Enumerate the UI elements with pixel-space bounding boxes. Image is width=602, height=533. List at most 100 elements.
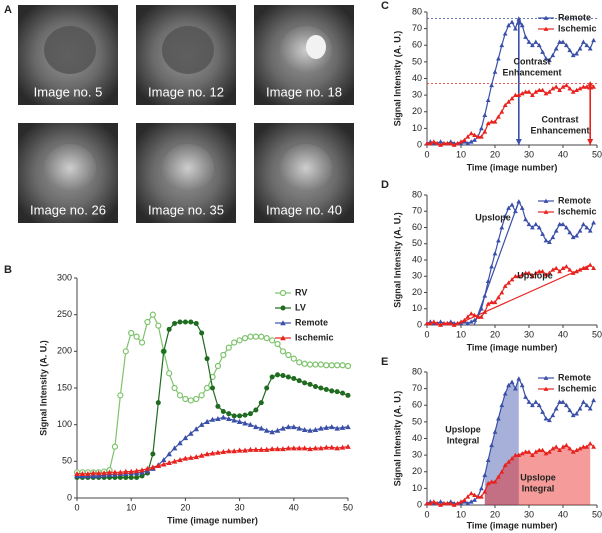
marker bbox=[574, 51, 579, 56]
marker bbox=[472, 497, 477, 502]
marker bbox=[171, 445, 178, 451]
marker bbox=[187, 397, 194, 404]
marker bbox=[231, 448, 237, 454]
marker bbox=[530, 273, 535, 279]
marker bbox=[519, 205, 525, 210]
marker bbox=[334, 425, 340, 431]
marker bbox=[312, 384, 319, 390]
marker bbox=[509, 96, 515, 101]
marker bbox=[540, 231, 545, 236]
marker bbox=[581, 265, 586, 271]
panel-label: A bbox=[4, 4, 12, 16]
marker bbox=[448, 140, 454, 146]
marker bbox=[519, 22, 525, 28]
marker bbox=[468, 139, 474, 144]
marker bbox=[215, 449, 221, 455]
marker bbox=[540, 409, 545, 414]
marker bbox=[550, 267, 556, 272]
marker bbox=[445, 320, 450, 326]
marker bbox=[306, 361, 314, 368]
marker bbox=[106, 469, 113, 475]
marker bbox=[307, 446, 313, 452]
marker bbox=[199, 330, 205, 336]
marker bbox=[519, 382, 525, 388]
legend-marker bbox=[280, 335, 286, 341]
marker bbox=[122, 348, 129, 355]
marker bbox=[424, 320, 430, 326]
y-axis-title: Signal Intensity (A. U.) bbox=[38, 340, 48, 436]
marker bbox=[475, 134, 481, 139]
marker bbox=[269, 337, 276, 344]
y-tick-label: 0 bbox=[417, 139, 422, 149]
marker bbox=[274, 427, 281, 433]
marker bbox=[536, 402, 542, 408]
y-axis-title: Signal Intensity (A. U.) bbox=[392, 31, 402, 127]
marker bbox=[445, 140, 450, 146]
x-tick-label: 0 bbox=[74, 502, 79, 512]
y-tick-label: 10 bbox=[412, 303, 422, 313]
marker bbox=[479, 134, 484, 139]
marker bbox=[516, 16, 522, 21]
marker bbox=[296, 378, 302, 384]
marker bbox=[253, 446, 259, 452]
marker bbox=[448, 320, 454, 326]
marker bbox=[263, 446, 270, 452]
marker bbox=[428, 500, 433, 506]
marker bbox=[312, 361, 319, 368]
marker bbox=[328, 362, 335, 369]
x-tick-label: 10 bbox=[456, 329, 466, 339]
marker bbox=[428, 320, 433, 326]
marker bbox=[550, 412, 556, 418]
marker bbox=[547, 239, 552, 245]
marker bbox=[323, 386, 329, 392]
marker bbox=[557, 221, 562, 227]
marker bbox=[269, 446, 275, 452]
legend-marker bbox=[280, 320, 286, 326]
marker bbox=[499, 109, 505, 114]
heart-region bbox=[280, 144, 332, 192]
x-tick-label: 10 bbox=[126, 502, 136, 512]
marker bbox=[499, 225, 505, 230]
marker bbox=[502, 283, 508, 288]
y-axis-title: Signal Intensity (A. U.) bbox=[392, 391, 402, 487]
marker bbox=[489, 82, 494, 88]
marker bbox=[564, 82, 569, 88]
marker bbox=[587, 46, 593, 51]
legend-label: Remote bbox=[558, 195, 591, 205]
marker bbox=[496, 474, 501, 479]
marker bbox=[584, 265, 590, 271]
legend-marker bbox=[543, 386, 549, 391]
marker bbox=[570, 52, 576, 58]
marker bbox=[133, 468, 140, 474]
marker bbox=[526, 39, 532, 44]
marker bbox=[431, 139, 437, 144]
marker bbox=[465, 134, 471, 139]
marker bbox=[90, 470, 97, 476]
marker bbox=[128, 474, 134, 480]
marker bbox=[516, 273, 522, 279]
marker bbox=[285, 351, 292, 359]
marker bbox=[241, 335, 249, 342]
marker bbox=[496, 294, 501, 300]
integral-area bbox=[484, 378, 519, 505]
marker bbox=[150, 464, 156, 470]
y-tick-label: 20 bbox=[412, 287, 422, 297]
marker bbox=[540, 447, 545, 453]
y-tick-label: 30 bbox=[412, 271, 422, 281]
marker bbox=[334, 445, 340, 451]
marker bbox=[489, 264, 494, 269]
marker bbox=[434, 140, 440, 146]
marker bbox=[161, 348, 167, 354]
marker bbox=[506, 459, 511, 464]
marker bbox=[231, 417, 237, 423]
marker bbox=[95, 473, 102, 479]
marker bbox=[530, 402, 535, 408]
marker bbox=[424, 140, 430, 146]
marker bbox=[530, 452, 535, 458]
marker bbox=[564, 402, 569, 408]
marker bbox=[499, 42, 505, 48]
marker bbox=[214, 362, 222, 370]
x-axis-title: Time (image number) bbox=[167, 515, 258, 525]
marker bbox=[485, 97, 491, 103]
marker bbox=[519, 272, 525, 277]
